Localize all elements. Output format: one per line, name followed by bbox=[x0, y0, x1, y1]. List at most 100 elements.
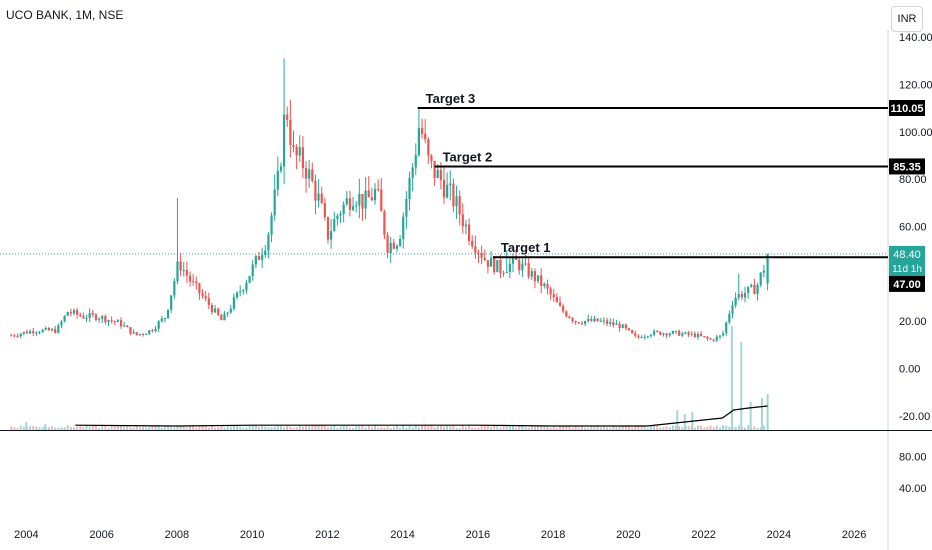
volume-bar bbox=[201, 425, 204, 430]
volume-bar bbox=[446, 425, 449, 430]
volume-bar bbox=[662, 427, 665, 430]
volume-bar bbox=[455, 427, 458, 430]
volume-bar bbox=[132, 427, 135, 430]
volume-bar bbox=[577, 427, 580, 430]
candle-body bbox=[766, 253, 769, 284]
currency-button[interactable]: INR bbox=[891, 6, 923, 32]
candle-body bbox=[317, 193, 320, 201]
y-tick-label: 120.00 bbox=[899, 79, 932, 91]
candle-body bbox=[204, 296, 207, 299]
candle-body bbox=[527, 263, 530, 277]
candle-body bbox=[417, 127, 421, 156]
candle-body bbox=[257, 255, 261, 260]
x-tick-label: 2006 bbox=[89, 529, 113, 541]
last-price-tag: 48.40 bbox=[893, 249, 921, 261]
volume-spike-bar bbox=[676, 410, 679, 430]
volume-bar bbox=[696, 425, 699, 430]
candle-body bbox=[63, 315, 66, 322]
candle-body bbox=[355, 205, 358, 207]
volume-bar bbox=[364, 427, 367, 430]
candle-body bbox=[348, 198, 352, 210]
candle-body bbox=[734, 297, 737, 306]
candle-body bbox=[743, 293, 747, 298]
volume-bar bbox=[113, 425, 116, 430]
candle-body bbox=[436, 169, 439, 178]
candle-body bbox=[395, 245, 399, 249]
volume-bar bbox=[170, 427, 173, 430]
volume-bar bbox=[477, 427, 480, 430]
candle-body bbox=[160, 318, 163, 322]
volume-bar bbox=[214, 427, 217, 430]
volume-bar bbox=[298, 425, 301, 430]
candle-body bbox=[323, 203, 326, 218]
candle-body bbox=[574, 320, 577, 323]
x-tick-label: 2008 bbox=[165, 529, 189, 541]
volume-bar bbox=[229, 426, 232, 430]
candle-body bbox=[731, 305, 734, 314]
candle-body bbox=[709, 338, 712, 340]
volume-bar bbox=[138, 427, 141, 430]
candle-body bbox=[85, 318, 88, 320]
volume-bar bbox=[47, 427, 50, 430]
volume-bar bbox=[386, 426, 389, 430]
candle-body bbox=[674, 330, 678, 332]
candle-body bbox=[311, 169, 314, 181]
volume-bar bbox=[35, 426, 38, 430]
volume-bar bbox=[665, 426, 668, 430]
volume-bar bbox=[417, 426, 420, 430]
volume-bar bbox=[687, 426, 690, 430]
candle-body bbox=[232, 297, 236, 309]
volume-bar bbox=[123, 426, 126, 430]
volume-bar bbox=[486, 425, 489, 430]
candle-body bbox=[367, 190, 370, 198]
volume-bar bbox=[515, 427, 518, 430]
volume-bar bbox=[715, 425, 718, 430]
volume-bar bbox=[640, 425, 643, 430]
candle-body bbox=[433, 160, 436, 178]
candle-body bbox=[170, 295, 173, 310]
candle-body bbox=[665, 333, 668, 336]
candle-body bbox=[571, 318, 574, 321]
volume-bar bbox=[609, 427, 612, 430]
candle-body bbox=[759, 272, 762, 285]
candle-body bbox=[399, 239, 402, 246]
y-tick-label: 60.00 bbox=[899, 221, 927, 233]
volume-bar bbox=[289, 426, 292, 430]
volume-bar bbox=[590, 425, 593, 430]
volume-bar bbox=[308, 426, 311, 430]
volume-bar bbox=[336, 427, 339, 430]
volume-bar bbox=[361, 426, 364, 430]
volume-bar bbox=[571, 427, 574, 430]
volume-bar bbox=[276, 425, 279, 430]
candle-body bbox=[286, 114, 289, 121]
volume-bar bbox=[157, 425, 160, 430]
volume-bar bbox=[264, 426, 267, 430]
candle-body bbox=[126, 325, 129, 328]
volume-bar bbox=[41, 427, 44, 430]
candle-body bbox=[154, 328, 157, 331]
candle-body bbox=[646, 336, 649, 338]
volume-bar bbox=[621, 425, 624, 430]
candle-body bbox=[721, 333, 725, 336]
volume-bar bbox=[537, 426, 540, 430]
candle-body bbox=[414, 155, 417, 168]
volume-bar bbox=[483, 425, 486, 430]
candle-body bbox=[474, 246, 477, 253]
target-price-tag-bg bbox=[889, 158, 925, 175]
candle-body bbox=[79, 314, 82, 316]
candle-body bbox=[725, 322, 728, 334]
candle-body bbox=[254, 255, 257, 265]
candle-body bbox=[420, 127, 424, 134]
countdown-tag: 11d 1h bbox=[892, 264, 922, 275]
candle-body bbox=[123, 325, 126, 327]
volume-bar bbox=[587, 427, 590, 430]
volume-bar bbox=[693, 427, 696, 430]
candle-body bbox=[220, 315, 223, 321]
candle-body bbox=[129, 327, 132, 334]
candle-body bbox=[192, 281, 195, 283]
volume-bar bbox=[671, 425, 674, 430]
candle-body bbox=[681, 333, 684, 336]
candle-body bbox=[330, 231, 333, 240]
volume-bar bbox=[615, 427, 618, 430]
